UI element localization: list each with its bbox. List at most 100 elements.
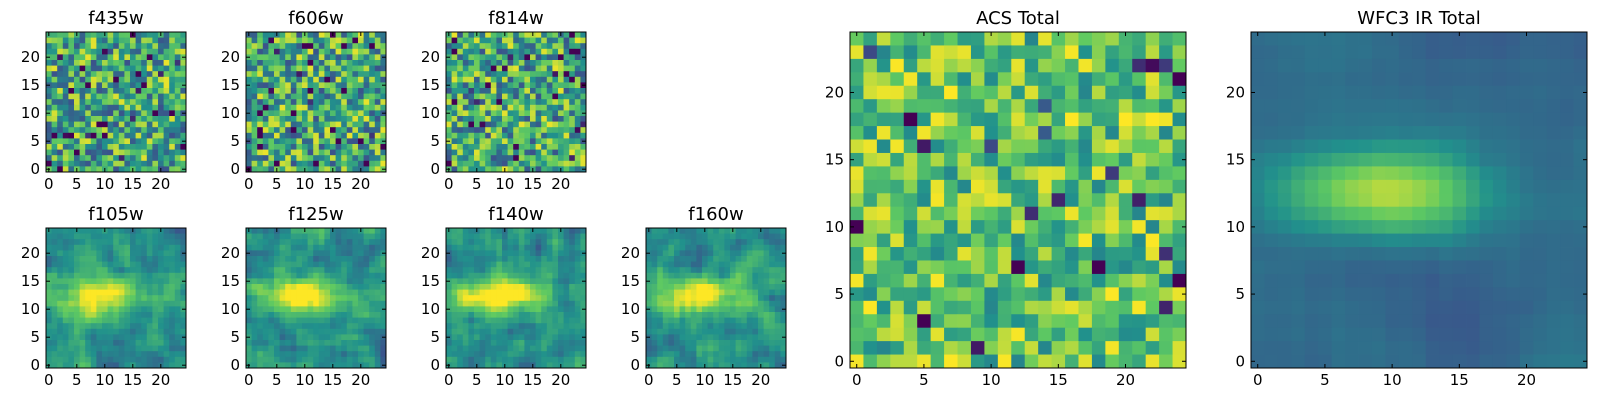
heatmap-cell (279, 88, 286, 94)
heatmap-cell (363, 362, 370, 369)
heatmap-cell (863, 166, 878, 181)
heatmap-cell (163, 340, 170, 346)
heatmap-cell (724, 345, 731, 352)
heatmap-cell (96, 351, 103, 358)
heatmap-cell (358, 54, 364, 61)
heatmap-cell (268, 323, 275, 330)
heatmap-cell (246, 323, 252, 330)
heatmap-cell (558, 295, 564, 302)
heatmap-cell (251, 351, 258, 358)
heatmap-cell (102, 267, 108, 274)
heatmap-cell (113, 88, 120, 94)
heatmap-cell (530, 284, 536, 290)
heatmap-cell (296, 278, 303, 285)
heatmap-cell (507, 345, 514, 352)
heatmap-cell (462, 166, 469, 173)
heatmap-cell (1038, 99, 1052, 114)
heatmap-cell (268, 289, 275, 296)
heatmap-cell (96, 37, 103, 44)
heatmap-cell (141, 312, 148, 318)
heatmap-cell (163, 166, 170, 173)
heatmap-cell (290, 278, 297, 285)
heatmap-cell (462, 362, 469, 369)
heatmap-cell (118, 289, 125, 296)
heatmap-cell (152, 166, 159, 173)
heatmap-cell (674, 345, 680, 352)
heatmap-cell (180, 284, 187, 290)
heatmap-cell (163, 127, 170, 134)
heatmap-cell (85, 328, 92, 335)
heatmap-cell (90, 104, 97, 111)
heatmap-cell (107, 334, 114, 341)
heatmap-cell (1051, 179, 1066, 194)
heatmap-cell (769, 328, 776, 335)
heatmap-cells (446, 228, 587, 369)
heatmap-cell (268, 60, 275, 66)
heatmap-cell (74, 110, 80, 117)
heatmap-cell (318, 351, 325, 358)
heatmap-cell (513, 228, 520, 234)
heatmap-cell (502, 345, 508, 352)
heatmap-cell (535, 93, 542, 100)
heatmap-cell (546, 116, 553, 122)
heatmap-cell (735, 228, 742, 234)
heatmap-cell (369, 272, 376, 279)
heatmap-cell (530, 306, 536, 313)
heatmap-cell (146, 345, 153, 352)
heatmap-cell (1078, 139, 1093, 154)
heatmap-cell (146, 144, 153, 150)
heatmap-cell (180, 132, 187, 139)
heatmap-cell (651, 250, 658, 257)
heatmap-cell (780, 228, 787, 234)
heatmap-cell (118, 48, 125, 55)
heatmap-cell (74, 149, 80, 156)
heatmap-cell (102, 155, 108, 162)
heatmap-cell (158, 340, 164, 346)
heatmap-cell (57, 256, 64, 262)
heatmap-cell (1024, 58, 1039, 73)
heatmap-cell (107, 323, 114, 330)
x-tick-label: 20 (551, 371, 570, 389)
heatmap-cell (580, 295, 587, 302)
heatmap-cell (446, 261, 452, 268)
heatmap-cell (690, 312, 697, 318)
heatmap-cell (668, 233, 675, 240)
heatmap-cell (746, 312, 753, 318)
heatmap-cell (124, 93, 131, 100)
heatmap-cell (457, 138, 464, 145)
heatmap-cell (535, 54, 542, 61)
heatmap-cell (96, 295, 103, 302)
heatmap-cell (352, 233, 359, 240)
heatmap-cell (457, 334, 464, 341)
heatmap-cell (335, 267, 342, 274)
heatmap-cell (374, 93, 381, 100)
y-tick-label: 0 (30, 160, 40, 178)
heatmap-cell (358, 43, 364, 50)
heatmap-cell (485, 233, 492, 240)
heatmap-cell (380, 99, 387, 106)
heatmap-cell (496, 233, 503, 240)
heatmap-cell (474, 278, 480, 285)
heatmap-cell (451, 334, 458, 341)
heatmap-cell (685, 334, 692, 341)
heatmap-cell (102, 300, 108, 307)
heatmap-cell (341, 132, 348, 139)
heatmap-cell (68, 76, 75, 83)
heatmap-cell (335, 272, 342, 279)
heatmap-cell (474, 149, 480, 156)
heatmap-cell (741, 239, 748, 246)
heatmap-cell (274, 54, 280, 61)
heatmap-cell (713, 295, 720, 302)
heatmap-cell (335, 93, 342, 100)
heatmap-cell (90, 116, 97, 122)
heatmap-cell (970, 206, 985, 221)
heatmap-cell (62, 65, 69, 72)
heatmap-cell (262, 110, 269, 117)
heatmap-cell (251, 278, 258, 285)
heatmap-cell (1172, 166, 1187, 181)
heatmap-cell (158, 37, 164, 44)
heatmap-cell (374, 351, 381, 358)
heatmap-cell (352, 37, 359, 44)
heatmap-cell (51, 121, 58, 128)
heatmap-cell (374, 149, 381, 156)
